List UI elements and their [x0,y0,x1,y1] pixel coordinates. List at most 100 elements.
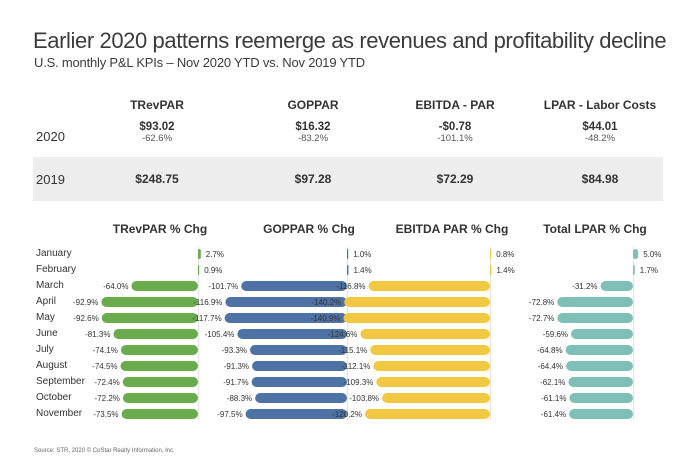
month-label: November [36,408,83,419]
bar [224,313,347,323]
data-label: -61.1% [541,394,566,403]
bar [131,281,198,291]
data-label: -109.3% [344,378,374,387]
page-subtitle: U.S. monthly P&L KPIs – Nov 2020 YTD vs.… [34,55,365,70]
data-label: -72.7% [529,314,554,323]
bar [120,345,198,355]
bar [225,297,347,307]
month-label: March [36,280,64,291]
chart-title: EBITDA PAR % Chg [396,222,509,236]
bar [568,377,633,387]
data-label: 1.0% [353,250,371,259]
kpi-cell-goppar-2020: $16.32 -83.2% [295,121,330,144]
bar [120,361,198,371]
month-label: August [36,360,68,371]
kpi-value: -$0.78 [438,121,472,133]
month-label: April [36,296,57,307]
bar [490,249,492,259]
kpi-cell-lpar-2019: $84.98 [582,172,619,186]
data-label: -61.4% [541,410,566,419]
kpi-value: $248.75 [135,172,179,186]
bar [566,361,633,371]
data-label: -64.4% [538,362,563,371]
data-label: -117.7% [192,314,221,323]
data-label: -72.4% [94,378,119,387]
chart-title: Total LPAR % Chg [543,222,647,236]
data-label: -140.9% [311,314,341,323]
month-label: September [36,376,85,387]
kpi-value: $93.02 [139,121,175,133]
bar [360,329,490,339]
data-label: -93.3% [222,346,247,355]
bar [490,265,492,275]
data-label: -59.6% [543,330,568,339]
data-label: 5.0% [643,250,661,259]
bar [347,249,349,259]
kpi-value: $44.01 [582,121,618,133]
data-label: 1.4% [353,266,371,275]
bar [569,393,633,403]
bar [198,249,201,259]
data-label: 0.9% [204,266,222,275]
kpi-header-ebitda-par: EBITDA - PAR [415,98,495,112]
month-label: February [36,264,77,275]
kpi-pct: -83.2% [297,133,329,144]
month-label: January [36,248,72,259]
data-label: -92.9% [73,298,98,307]
data-label: -101.7% [208,282,238,291]
kpi-cell-trevpar-2019: $248.75 [135,172,178,186]
bar [343,313,490,323]
data-label: -74.5% [92,362,117,371]
bar [569,409,633,419]
data-label: -105.4% [205,330,235,339]
bar [571,329,633,339]
data-label: -116.9% [193,298,222,307]
bar [245,409,347,419]
kpi-header-lpar: LPAR - Labor Costs [543,98,657,112]
bar [565,345,633,355]
kpi-cell-ebitda-2020: -$0.78 -101.1% [437,121,472,144]
data-label: -72.8% [529,298,554,307]
data-label: 0.8% [496,250,514,259]
bar [198,265,200,275]
chart-title: GOPPAR % Chg [263,222,355,236]
bar [633,249,639,259]
kpi-pct: -62.6% [141,133,173,144]
bar [113,329,198,339]
kpi-value: $16.32 [295,121,331,133]
data-label: -64.8% [537,346,562,355]
kpi-cell-ebitda-2019: $72.29 [437,172,474,186]
data-label: -92.6% [73,314,98,323]
month-label: June [36,328,58,339]
data-label: -64.0% [103,282,128,291]
bar [101,313,198,323]
bar [370,345,490,355]
data-label: -97.5% [217,410,242,419]
bar [368,281,490,291]
kpi-value: $72.29 [436,172,474,186]
bar [382,393,490,403]
bar [376,377,490,387]
bar [344,297,490,307]
month-label: May [36,312,55,323]
month-label: October [36,392,72,403]
bar [122,393,198,403]
bar [249,345,347,355]
data-label: -81.3% [85,330,110,339]
bar [557,313,633,323]
bar [122,377,198,387]
kpi-pct: -48.2% [584,133,616,144]
bar [633,265,635,275]
data-label: 1.4% [496,266,514,275]
kpi-value: $97.28 [294,172,332,186]
bar [251,377,347,387]
kpi-cell-trevpar-2020: $93.02 -62.6% [139,121,174,144]
bar [600,281,633,291]
data-label: -74.1% [93,346,118,355]
bar [252,361,347,371]
bar [255,393,347,403]
data-label: -91.7% [223,378,248,387]
data-label: 1.7% [640,266,658,275]
data-label: -31.2% [572,282,597,291]
data-label: -73.5% [93,410,118,419]
